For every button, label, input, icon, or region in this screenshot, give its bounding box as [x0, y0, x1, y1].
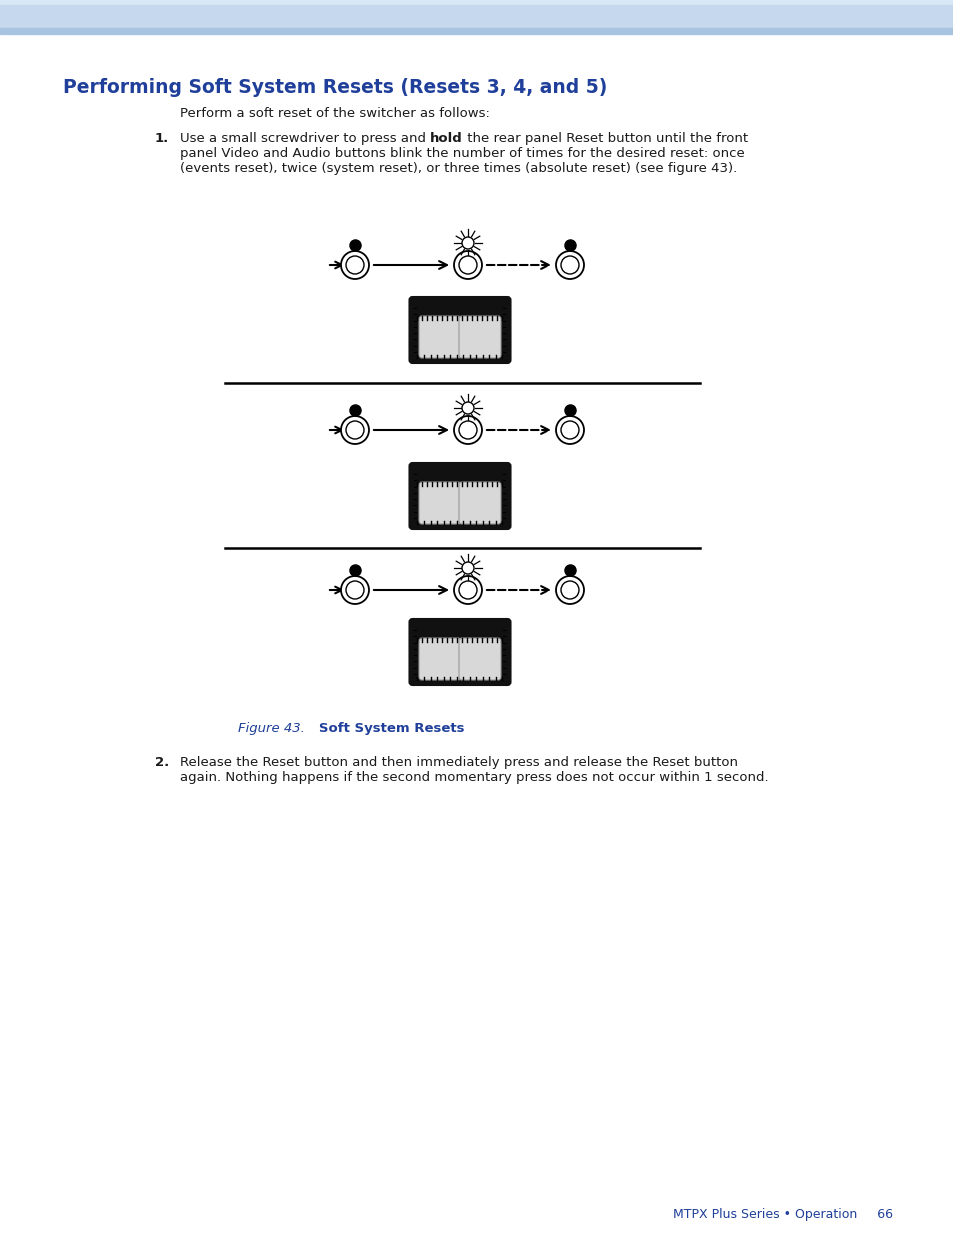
Circle shape	[340, 251, 369, 279]
Circle shape	[461, 237, 474, 249]
Circle shape	[556, 416, 583, 445]
FancyBboxPatch shape	[409, 463, 510, 529]
Bar	[0, 0, 953, 5]
Circle shape	[556, 576, 583, 604]
Circle shape	[560, 256, 578, 274]
Text: 2.: 2.	[154, 756, 169, 769]
Text: Soft System Resets: Soft System Resets	[305, 722, 464, 735]
FancyBboxPatch shape	[418, 638, 460, 680]
Circle shape	[458, 580, 476, 599]
Circle shape	[461, 562, 474, 574]
FancyBboxPatch shape	[418, 482, 460, 524]
Text: Figure 43.: Figure 43.	[237, 722, 305, 735]
Circle shape	[340, 416, 369, 445]
FancyBboxPatch shape	[458, 638, 500, 680]
FancyBboxPatch shape	[458, 482, 500, 524]
Circle shape	[346, 580, 364, 599]
Circle shape	[560, 580, 578, 599]
Text: hold: hold	[430, 132, 462, 144]
Text: the rear panel Reset button until the front: the rear panel Reset button until the fr…	[462, 132, 747, 144]
Text: panel Video and Audio buttons blink the number of times for the desired reset: o: panel Video and Audio buttons blink the …	[180, 147, 744, 161]
Bar	[0, 5, 953, 28]
Text: MTPX Plus Series • Operation     66: MTPX Plus Series • Operation 66	[672, 1208, 892, 1221]
Text: 1.: 1.	[154, 132, 169, 144]
FancyBboxPatch shape	[409, 296, 510, 363]
Text: (events reset), twice (system reset), or three times (absolute reset) (see figur: (events reset), twice (system reset), or…	[180, 162, 737, 175]
FancyBboxPatch shape	[418, 316, 460, 358]
Circle shape	[458, 421, 476, 438]
Circle shape	[454, 576, 481, 604]
Text: Use a small screwdriver to press and: Use a small screwdriver to press and	[180, 132, 430, 144]
Bar	[0, 28, 953, 35]
FancyBboxPatch shape	[409, 619, 510, 685]
Text: Perform a soft reset of the switcher as follows:: Perform a soft reset of the switcher as …	[180, 107, 489, 120]
FancyBboxPatch shape	[458, 316, 500, 358]
Circle shape	[340, 576, 369, 604]
Circle shape	[560, 421, 578, 438]
Text: Performing Soft System Resets (Resets 3, 4, and 5): Performing Soft System Resets (Resets 3,…	[63, 78, 607, 98]
Circle shape	[458, 256, 476, 274]
Bar	[416, 625, 504, 638]
Text: again. Nothing happens if the second momentary press does not occur within 1 sec: again. Nothing happens if the second mom…	[180, 771, 768, 784]
Circle shape	[454, 416, 481, 445]
Circle shape	[454, 251, 481, 279]
Circle shape	[346, 256, 364, 274]
Bar	[416, 303, 504, 317]
Circle shape	[461, 403, 474, 414]
Circle shape	[346, 421, 364, 438]
Text: Release the Reset button and then immediately press and release the Reset button: Release the Reset button and then immedi…	[180, 756, 738, 769]
Bar	[416, 469, 504, 483]
Circle shape	[556, 251, 583, 279]
